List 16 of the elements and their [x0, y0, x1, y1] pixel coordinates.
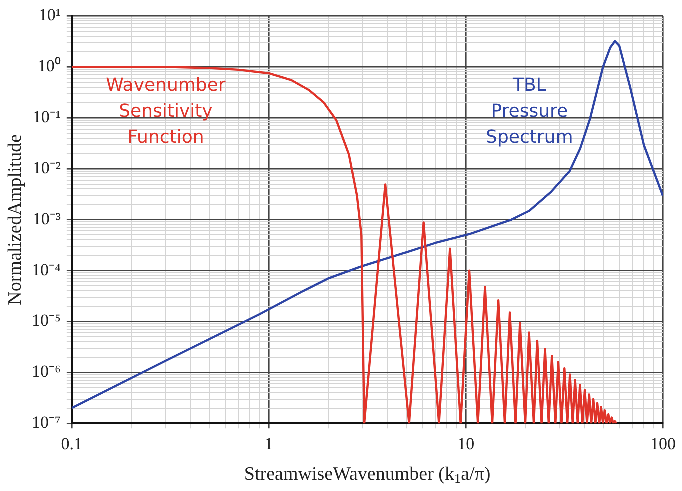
series-label: Wavenumber Sensitivity Function — [106, 74, 226, 148]
x-tick-label: 10 — [458, 434, 475, 454]
x-tick-label: 100 — [650, 434, 676, 454]
x-tick-label: 1 — [264, 434, 274, 454]
y-tick-label: 10⁻⁴ — [32, 260, 61, 280]
y-tick-label: 10⁻² — [32, 158, 61, 178]
y-tick-label: 10⁻⁷ — [32, 413, 61, 432]
y-tick-label: 10⁻¹ — [32, 108, 61, 127]
y-tick-label: 10⁻³ — [32, 209, 61, 228]
y-tick-label: 10⁻⁶ — [32, 362, 61, 382]
series-label: TBL Pressure Spectrum — [486, 74, 574, 148]
x-tick-label: 0.1 — [61, 434, 83, 454]
y-tick-label: 10⁰ — [38, 56, 61, 76]
y-tick-label: 10⁻⁵ — [32, 311, 61, 330]
y-tick-label: 10¹ — [38, 6, 61, 25]
y-axis-title: NormalizedAmplitude — [4, 134, 26, 306]
